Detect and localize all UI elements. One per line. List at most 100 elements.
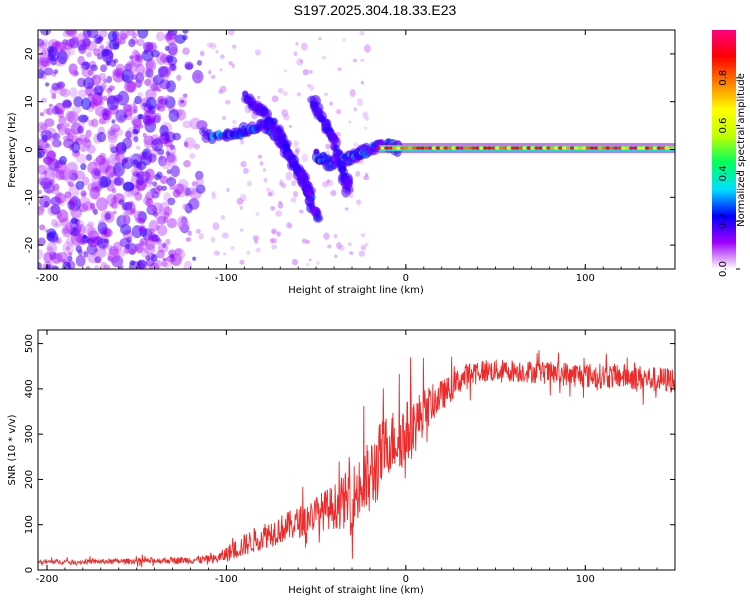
heatmap-blob (255, 247, 261, 253)
heatmap-blob (51, 41, 59, 49)
heatmap-blob (43, 181, 55, 194)
heatmap-blob (165, 54, 174, 63)
heatmap-blob (172, 189, 181, 198)
heatmap-blob (136, 77, 144, 85)
heatmap-blob (182, 30, 189, 34)
heatmap-blob (43, 67, 54, 76)
heatmap-blob (62, 39, 69, 45)
heatmap-blob (196, 59, 202, 66)
heatmap-blob (112, 68, 122, 77)
heatmap-blob (231, 63, 235, 68)
heatmap-blob (147, 189, 155, 196)
heatmap-blob (80, 146, 86, 153)
heatmap-blob (55, 82, 64, 91)
heatmap-blob (177, 215, 189, 230)
heatmap-blob (45, 143, 50, 149)
heatmap-blob (145, 43, 151, 51)
y-tick-label: -10 (24, 189, 35, 205)
heatmap-blob (157, 105, 166, 112)
heatmap-blob (334, 254, 338, 258)
heatmap-blob (38, 56, 50, 67)
carrier-peak (565, 146, 572, 150)
heatmap-blob (182, 203, 188, 210)
heatmap-blob (67, 111, 79, 124)
heatmap-blob (150, 82, 159, 92)
heatmap-blob (107, 248, 120, 264)
carrier-peak (467, 146, 473, 150)
heatmap-blob (344, 207, 349, 211)
heatmap-blob (123, 114, 128, 119)
heatmap-blob (162, 216, 169, 223)
heatmap-blob (309, 84, 315, 91)
heatmap-blob (218, 89, 223, 95)
heatmap-blob (281, 109, 289, 117)
heatmap-blob (184, 191, 190, 197)
heatmap-blob (356, 199, 362, 206)
heatmap-blob (91, 175, 102, 186)
heatmap-blob (135, 72, 145, 84)
heatmap-blob (169, 185, 175, 190)
heatmap-blob (78, 89, 88, 98)
heatmap-blob (138, 217, 146, 225)
heatmap-blob (89, 187, 101, 200)
heatmap-blob (306, 83, 312, 88)
heatmap-blob (321, 55, 327, 60)
heatmap-blob (355, 170, 361, 177)
heatmap-blob (60, 88, 71, 98)
heatmap-blob (38, 137, 43, 144)
heatmap-blob (101, 157, 113, 172)
heatmap-blob (166, 217, 178, 229)
heatmap-blob (61, 175, 66, 180)
heatmap-blob (255, 211, 260, 217)
heatmap-blob (170, 63, 176, 70)
heatmap-blob (329, 101, 333, 106)
heatmap-blob (107, 244, 113, 251)
heatmap-blob (176, 74, 182, 81)
heatmap-blob (109, 203, 114, 208)
heatmap-blob (157, 88, 162, 93)
heatmap-blob (100, 64, 108, 73)
heatmap-blob (47, 47, 60, 62)
heatmap-blob (64, 127, 72, 136)
heatmap-blob (85, 266, 91, 269)
heatmap-blob (48, 103, 53, 108)
colorbar-tick-label: 0.0 (718, 261, 729, 277)
carrier-peak (475, 146, 481, 150)
heatmap-blob (221, 232, 229, 239)
carrier-peak (451, 146, 457, 150)
heatmap-blob (325, 143, 331, 150)
heatmap-blob (318, 36, 322, 41)
carrier-peak (585, 146, 591, 150)
heatmap-blob (227, 30, 235, 36)
heatmap-blob (46, 150, 56, 160)
carrier-peak (640, 146, 647, 150)
heatmap-blob (284, 69, 288, 73)
heatmap-blob (285, 171, 293, 181)
heatmap-blob (239, 205, 243, 210)
heatmap-blob (41, 49, 48, 55)
heatmap-blob (364, 126, 368, 130)
heatmap-blob (39, 224, 46, 231)
heatmap-blob (77, 55, 85, 66)
heatmap-blob (121, 68, 134, 84)
heatmap-blob (134, 53, 143, 63)
heatmap-blob (100, 261, 107, 269)
heatmap-blob (106, 193, 118, 206)
carrier-peak (518, 146, 524, 150)
heatmap-blob (356, 98, 364, 107)
carrier-peak (380, 146, 386, 150)
carrier-peak (510, 146, 516, 150)
heatmap-blob (38, 68, 45, 79)
heatmap-blob (168, 249, 177, 257)
heatmap-blob (157, 243, 169, 253)
heatmap-blob (131, 225, 143, 239)
heatmap-blob (199, 50, 205, 57)
heatmap-blob (219, 68, 223, 72)
heatmap-blob (185, 237, 192, 242)
heatmap-blob (115, 143, 124, 153)
heatmap-blob (155, 103, 161, 110)
heatmap-blob (87, 221, 95, 228)
heatmap-blob (259, 161, 264, 166)
heatmap-blob (77, 126, 84, 134)
heatmap-blob (145, 60, 155, 70)
